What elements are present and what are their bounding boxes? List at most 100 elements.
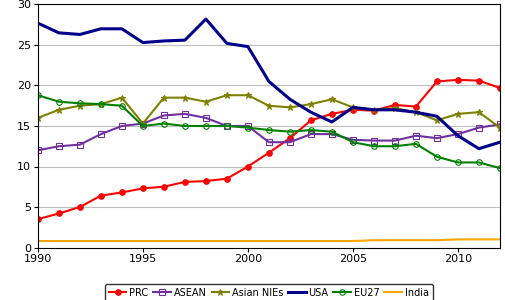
ASEAN — [287, 140, 293, 144]
India — [413, 238, 419, 242]
ASEAN — [329, 132, 335, 136]
PRC — [308, 118, 314, 122]
EU27 — [413, 142, 419, 146]
India — [434, 238, 440, 242]
EU27 — [497, 166, 503, 170]
EU27 — [266, 128, 272, 132]
USA — [308, 110, 314, 114]
EU27 — [224, 124, 230, 128]
Asian NIEs — [266, 104, 272, 107]
Asian NIEs — [161, 96, 167, 99]
India — [476, 238, 482, 241]
EU27 — [161, 122, 167, 125]
USA — [287, 98, 293, 101]
Asian NIEs — [77, 104, 83, 107]
USA — [266, 80, 272, 83]
EU27 — [203, 124, 209, 128]
ASEAN — [350, 138, 356, 142]
India — [245, 239, 251, 243]
PRC — [371, 109, 377, 112]
India — [224, 239, 230, 243]
India — [455, 238, 461, 241]
India — [161, 239, 167, 243]
ASEAN — [77, 143, 83, 146]
PRC — [98, 194, 104, 197]
India — [497, 238, 503, 241]
PRC — [203, 179, 209, 183]
India — [182, 239, 188, 243]
ASEAN — [35, 148, 41, 152]
Asian NIEs — [308, 102, 314, 106]
PRC — [434, 80, 440, 83]
India — [56, 239, 62, 243]
USA — [350, 106, 356, 109]
India — [287, 239, 293, 243]
EU27 — [371, 144, 377, 148]
Asian NIEs — [434, 118, 440, 122]
India — [350, 239, 356, 243]
EU27 — [140, 124, 146, 128]
ASEAN — [392, 139, 398, 142]
Asian NIEs — [35, 116, 41, 120]
PRC — [182, 180, 188, 184]
Asian NIEs — [392, 106, 398, 110]
USA — [497, 140, 503, 144]
USA — [203, 17, 209, 21]
India — [35, 239, 41, 243]
USA — [434, 115, 440, 118]
PRC — [413, 105, 419, 108]
PRC — [161, 185, 167, 188]
USA — [77, 33, 83, 36]
Line: USA: USA — [38, 19, 500, 149]
ASEAN — [434, 136, 440, 140]
Legend: PRC, ASEAN, Asian NIEs, USA, EU27, India: PRC, ASEAN, Asian NIEs, USA, EU27, India — [105, 284, 433, 300]
India — [119, 239, 125, 243]
Line: India: India — [38, 239, 500, 241]
EU27 — [98, 102, 104, 106]
EU27 — [434, 155, 440, 159]
India — [98, 239, 104, 243]
Asian NIEs — [182, 96, 188, 99]
USA — [161, 39, 167, 43]
India — [371, 238, 377, 242]
USA — [392, 108, 398, 112]
USA — [455, 134, 461, 137]
EU27 — [455, 160, 461, 164]
Line: PRC: PRC — [35, 77, 503, 222]
India — [266, 239, 272, 243]
PRC — [455, 78, 461, 82]
Asian NIEs — [98, 102, 104, 106]
EU27 — [245, 126, 251, 129]
EU27 — [329, 130, 335, 134]
PRC — [119, 190, 125, 194]
PRC — [266, 151, 272, 154]
ASEAN — [161, 114, 167, 117]
ASEAN — [455, 132, 461, 136]
ASEAN — [98, 132, 104, 136]
USA — [56, 31, 62, 34]
ASEAN — [182, 112, 188, 116]
Line: EU27: EU27 — [35, 92, 503, 171]
PRC — [287, 136, 293, 140]
USA — [329, 120, 335, 124]
EU27 — [287, 130, 293, 134]
USA — [140, 41, 146, 44]
ASEAN — [413, 134, 419, 137]
USA — [35, 21, 41, 25]
Asian NIEs — [476, 110, 482, 114]
ASEAN — [371, 139, 377, 142]
USA — [413, 110, 419, 114]
PRC — [350, 108, 356, 112]
ASEAN — [476, 126, 482, 129]
USA — [245, 45, 251, 48]
Asian NIEs — [287, 106, 293, 109]
PRC — [56, 212, 62, 215]
EU27 — [35, 93, 41, 97]
Asian NIEs — [224, 93, 230, 97]
India — [308, 239, 314, 243]
India — [392, 238, 398, 242]
PRC — [476, 79, 482, 83]
PRC — [140, 187, 146, 190]
Asian NIEs — [350, 106, 356, 109]
EU27 — [119, 104, 125, 107]
